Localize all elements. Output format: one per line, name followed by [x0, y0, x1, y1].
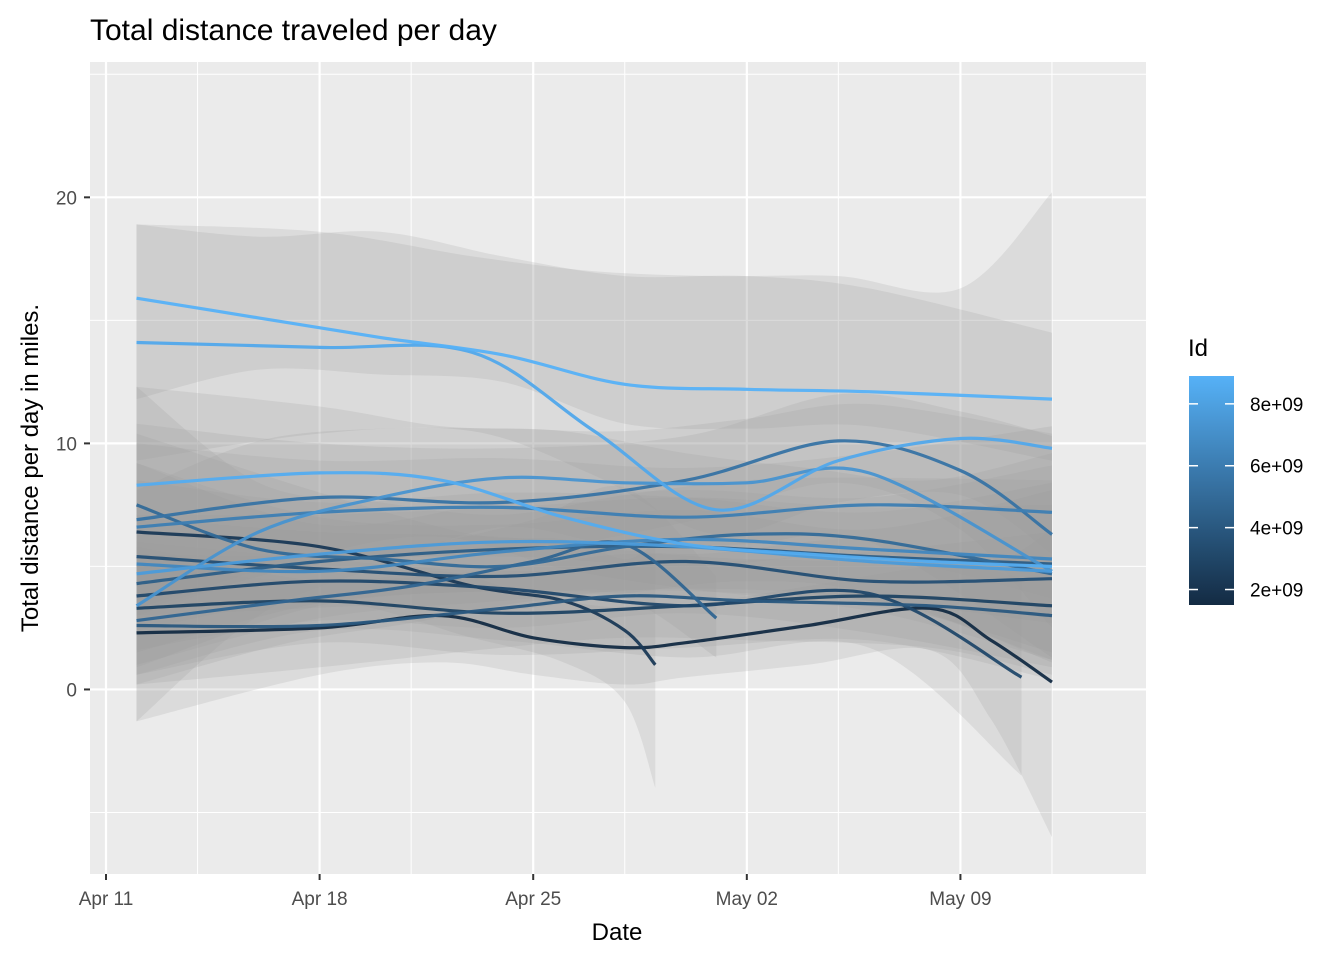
- y-tick-label: 20: [56, 188, 77, 209]
- series-line: [135, 466, 1053, 608]
- x-tick-label: May 02: [716, 889, 778, 910]
- y-axis-title: Total distance per day in miles.: [17, 304, 44, 632]
- confidence-band: [136, 192, 1052, 555]
- confidence-band: [136, 393, 1052, 628]
- series-line: [136, 503, 1053, 529]
- y-tick-label: 0: [66, 680, 77, 701]
- legend-colorbar: [1189, 376, 1234, 605]
- y-tick-label: 10: [56, 434, 77, 455]
- legend-tick-label: 8e+09: [1250, 395, 1303, 416]
- series-line: [136, 539, 1053, 576]
- x-axis-title: Date: [592, 919, 643, 946]
- series-line: [136, 555, 1053, 584]
- y-axis: 0 10 20: [56, 188, 90, 701]
- series-lines: [135, 296, 1053, 684]
- confidence-band: [136, 433, 656, 788]
- confidence-band: [136, 403, 1052, 722]
- series-line: [135, 503, 1053, 576]
- chart-title: Total distance traveled per day: [90, 14, 497, 47]
- confidence-band: [136, 224, 1052, 461]
- confidence-band: [136, 529, 1052, 838]
- confidence-band: [136, 480, 1052, 668]
- confidence-band: [136, 463, 1052, 665]
- series-line: [136, 340, 1053, 512]
- confidence-band: [136, 553, 1052, 685]
- x-tick-label: Apr 11: [79, 889, 134, 910]
- series-line: [136, 296, 1053, 401]
- legend-tick-label: 6e+09: [1250, 457, 1303, 478]
- legend-ticks: 8e+09 6e+09 4e+09 2e+09: [1189, 395, 1303, 602]
- x-tick-label: May 09: [929, 889, 991, 910]
- x-tick-label: Apr 25: [505, 889, 561, 910]
- legend-tick-label: 2e+09: [1250, 581, 1303, 602]
- series-line: [136, 594, 1053, 629]
- confidence-band: [136, 463, 1052, 668]
- legend: Id 8e+09 6e+09 4e+09 2e+09: [1188, 335, 1303, 605]
- series-line: [136, 544, 1053, 586]
- legend-tick-label: 4e+09: [1250, 519, 1303, 540]
- series-line: [136, 471, 1053, 568]
- x-axis: Apr 11 Apr 18 Apr 25 May 02 May 09: [79, 874, 992, 910]
- legend-title: Id: [1188, 335, 1208, 362]
- x-tick-label: Apr 18: [292, 889, 348, 910]
